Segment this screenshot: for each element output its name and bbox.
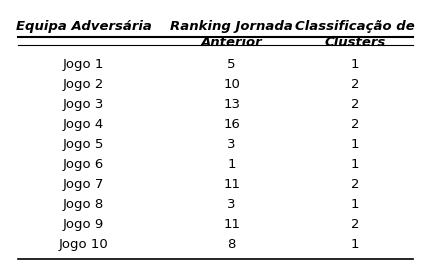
- Text: Jogo 1: Jogo 1: [63, 57, 104, 70]
- Text: Jogo 3: Jogo 3: [63, 98, 104, 111]
- Text: 1: 1: [351, 238, 360, 251]
- Text: 2: 2: [351, 118, 360, 131]
- Text: 2: 2: [351, 178, 360, 190]
- Text: 5: 5: [227, 57, 236, 70]
- Text: Jogo 7: Jogo 7: [63, 178, 104, 190]
- Text: 8: 8: [227, 238, 236, 251]
- Text: Jogo 8: Jogo 8: [63, 198, 104, 211]
- Text: 1: 1: [351, 157, 360, 171]
- Text: 3: 3: [227, 198, 236, 211]
- Text: 11: 11: [223, 218, 240, 231]
- Text: Ranking Jornada
Anterior: Ranking Jornada Anterior: [170, 20, 293, 49]
- Text: 3: 3: [227, 138, 236, 151]
- Text: 10: 10: [223, 78, 240, 90]
- Text: Classificação de
Clusters: Classificação de Clusters: [295, 20, 415, 49]
- Text: Equipa Adversária: Equipa Adversária: [15, 20, 151, 33]
- Text: Jogo 5: Jogo 5: [63, 138, 104, 151]
- Text: 2: 2: [351, 218, 360, 231]
- Text: Jogo 2: Jogo 2: [63, 78, 104, 90]
- Text: Jogo 9: Jogo 9: [63, 218, 104, 231]
- Text: 1: 1: [351, 198, 360, 211]
- Text: 2: 2: [351, 98, 360, 111]
- Text: Jogo 4: Jogo 4: [63, 118, 104, 131]
- Text: 2: 2: [351, 78, 360, 90]
- Text: 1: 1: [351, 57, 360, 70]
- Text: 11: 11: [223, 178, 240, 190]
- Text: Jogo 10: Jogo 10: [59, 238, 109, 251]
- Text: 1: 1: [351, 138, 360, 151]
- Text: 16: 16: [223, 118, 240, 131]
- Text: Jogo 6: Jogo 6: [63, 157, 104, 171]
- Text: 1: 1: [227, 157, 236, 171]
- Text: 13: 13: [223, 98, 240, 111]
